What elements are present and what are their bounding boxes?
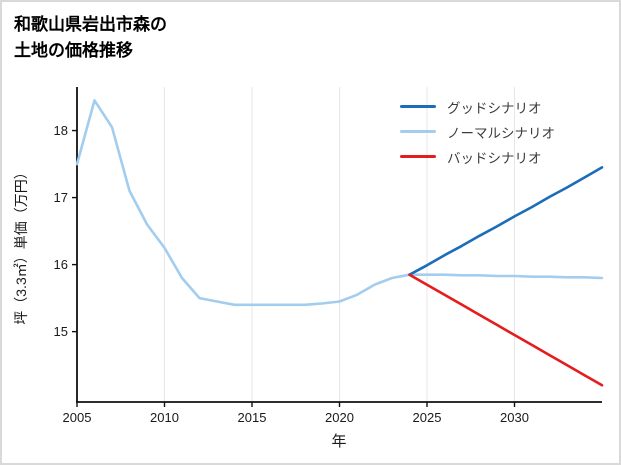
x-tick-label-2020: 2020	[325, 410, 354, 425]
legend-swatch-normal-scenario	[400, 130, 436, 133]
legend-swatch-bad-scenario	[400, 155, 436, 158]
series-line-0	[408, 166, 604, 277]
legend-label-normal-scenario: ノーマルシナリオ	[447, 125, 555, 141]
y-tick-label-17: 17	[54, 190, 68, 205]
x-tick-label-2010: 2010	[150, 410, 179, 425]
legend-label-bad-scenario: バッドシナリオ	[447, 150, 542, 166]
legend-item-bad-scenario: バッドシナリオ	[400, 144, 555, 169]
chart-title: 和歌山県岩出市森の 土地の価格推移	[14, 12, 167, 63]
x-tick-label-2030: 2030	[500, 410, 529, 425]
chart-legend: グッドシナリオ ノーマルシナリオ バッドシナリオ	[400, 94, 555, 169]
chart-title-line2: 土地の価格推移	[14, 40, 133, 60]
y-tick-label-18: 18	[54, 123, 68, 138]
series-line-2	[408, 273, 604, 387]
legend-swatch-good-scenario	[400, 105, 436, 108]
chart-title-line1: 和歌山県岩出市森の	[14, 15, 167, 34]
y-tick-label-15: 15	[54, 324, 68, 339]
x-tick-label-2025: 2025	[413, 410, 442, 425]
x-axis-label: 年	[331, 433, 346, 450]
x-tick-label-2005: 2005	[63, 410, 92, 425]
legend-item-normal-scenario: ノーマルシナリオ	[400, 119, 555, 144]
legend-item-good-scenario: グッドシナリオ	[400, 94, 555, 119]
y-axis-label: 坪（3.3㎡）単価（万円）	[13, 165, 29, 324]
series-line-1	[75, 99, 604, 307]
x-tick-label-2015: 2015	[238, 410, 267, 425]
y-tick-label-16: 16	[54, 257, 68, 272]
legend-label-good-scenario: グッドシナリオ	[447, 100, 542, 116]
